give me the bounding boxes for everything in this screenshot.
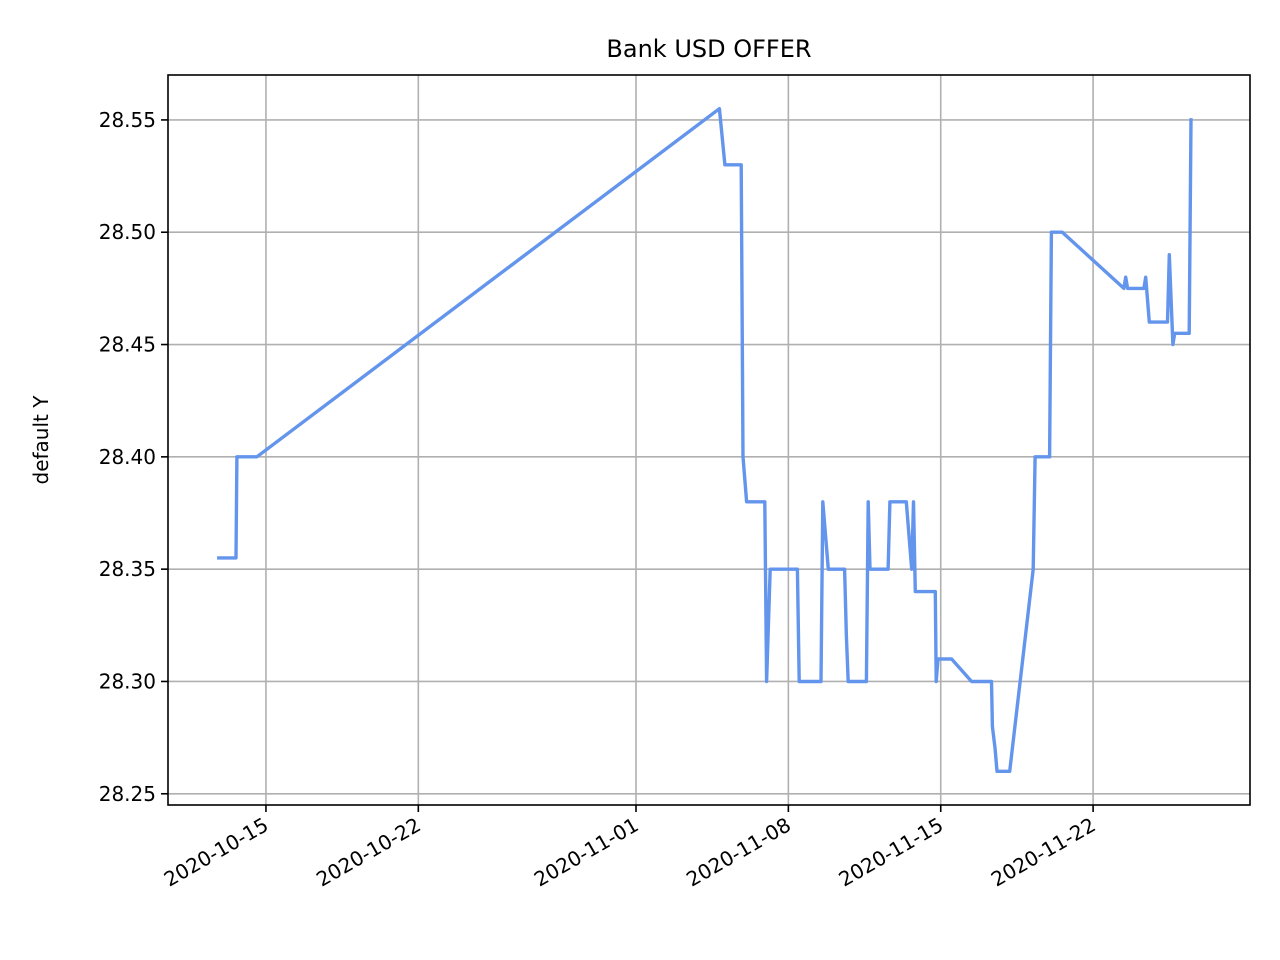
y-tick-label: 28.45: [99, 333, 156, 357]
series-layer: [217, 107, 1193, 773]
y-axis-label: default Y: [29, 395, 53, 485]
series-line: [217, 107, 1193, 773]
y-tick-label: 28.25: [99, 782, 156, 806]
plot-frame: [167, 74, 1251, 806]
y-tick-label: 28.55: [99, 108, 156, 132]
grid: [168, 75, 1250, 805]
y-tick-label: 28.35: [99, 557, 156, 581]
y-tick-label: 28.30: [99, 669, 156, 693]
chart-title: Bank USD OFFER: [606, 35, 811, 63]
y-tick-label: 28.50: [99, 220, 156, 244]
y-tick-label: 28.40: [99, 445, 156, 469]
